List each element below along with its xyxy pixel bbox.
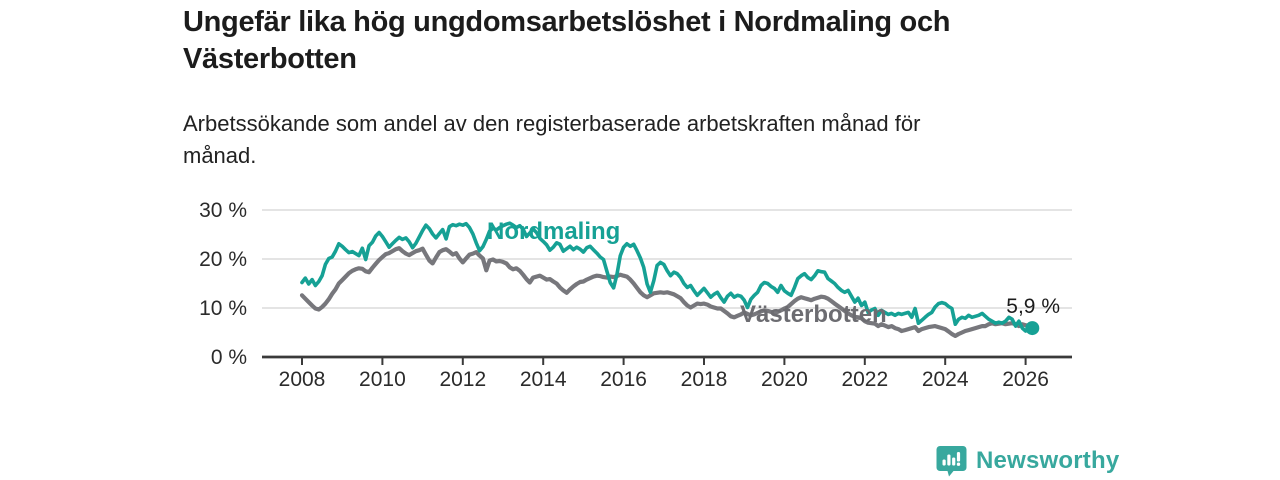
x-axis-label: 2008 bbox=[279, 368, 326, 391]
line-chart-svg: 2008 2010 2012 2014 2016 2018 2020 2022 2024 2026… bbox=[199, 199, 1072, 391]
x-axis-label: 2010 bbox=[359, 368, 406, 391]
page-subtitle-line-1: Arbetssökande som andel av den registerb… bbox=[183, 111, 921, 136]
page-subtitle-line-2: månad. bbox=[183, 143, 257, 168]
y-axis-label: 0 % bbox=[211, 346, 247, 369]
x-axis-label: 2020 bbox=[761, 368, 808, 391]
page-title-line-1: Ungefär lika hög ungdomsarbetslöshet i N… bbox=[183, 6, 951, 38]
page-title: Ungefär lika hög ungdomsarbetslöshet i N… bbox=[183, 4, 1183, 78]
x-axis-label: 2024 bbox=[922, 368, 969, 391]
x-axis-label: 2026 bbox=[1002, 368, 1049, 391]
newsworthy-logo-icon bbox=[936, 446, 967, 477]
x-axis-label: 2018 bbox=[681, 368, 728, 391]
series-label-västerbotten: Västerbotten bbox=[740, 301, 887, 328]
x-axis-label: 2016 bbox=[600, 368, 647, 391]
x-axis-label: 2012 bbox=[439, 368, 486, 391]
x-axis-label: 2022 bbox=[841, 368, 888, 391]
series-label-nordmaling: Nordmaling bbox=[487, 218, 620, 245]
series-line-västerbotten bbox=[299, 246, 1032, 338]
latest-value-dot bbox=[1025, 321, 1040, 336]
x-axis-label: 2014 bbox=[520, 368, 567, 391]
y-axis-label: 20 % bbox=[199, 248, 247, 271]
brand-name: Newsworthy bbox=[976, 447, 1120, 474]
latest-value-annotation: 5,9 % bbox=[1006, 295, 1060, 318]
page-title-line-2: Västerbotten bbox=[183, 43, 357, 75]
newsworthy-brand-link[interactable]: Newsworthy bbox=[936, 445, 1119, 477]
series-line-nordmaling bbox=[300, 221, 1035, 333]
y-axis-label: 10 % bbox=[199, 297, 247, 320]
page-subtitle: Arbetssökande som andel av den registerb… bbox=[183, 108, 1183, 172]
line-chart: 2008 2010 2012 2014 2016 2018 2020 2022 2024 2026… bbox=[170, 195, 1090, 395]
y-axis-label: 30 % bbox=[199, 199, 247, 222]
